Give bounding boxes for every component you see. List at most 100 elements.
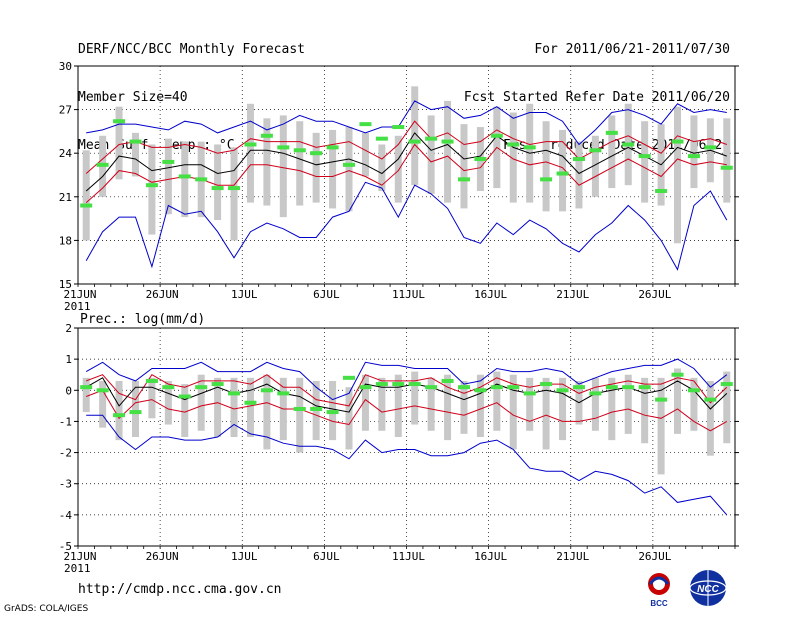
panel2-observed-mark xyxy=(228,391,241,396)
panel1-observed-mark xyxy=(96,162,109,167)
panel2-ensemble-box xyxy=(674,368,682,434)
panel1-observed-mark xyxy=(195,177,208,182)
panel2-ytick-label: -2 xyxy=(59,447,72,460)
panel2-ensemble-box xyxy=(82,377,90,413)
panel1-ensemble-box xyxy=(509,112,517,203)
panel2-ensemble-box xyxy=(296,377,304,453)
panel1-median-line xyxy=(85,132,727,192)
panel1-ensemble-box xyxy=(542,121,550,212)
panel1-ensemble-box xyxy=(164,138,172,215)
panel2-ensemble-box xyxy=(427,377,435,431)
panel2-ensemble-box xyxy=(230,377,238,437)
panel1-observed-mark xyxy=(441,139,454,144)
panel1-observed-mark xyxy=(178,174,191,179)
panel1-ensemble-box xyxy=(148,144,156,235)
panel2-observed-mark xyxy=(441,378,454,383)
panel2-observed-mark xyxy=(507,385,520,390)
forecast-title: DERF/NCC/BCC Monthly Forecast xyxy=(78,42,305,57)
panel2-xtick-label: 21JUN xyxy=(63,550,96,563)
panel2-ytick-label: -5 xyxy=(59,540,72,553)
panel2-observed-mark xyxy=(425,385,438,390)
panel1-observed-mark xyxy=(572,157,585,162)
panel1-observed-mark xyxy=(474,157,487,162)
ncc-logo-text: NCC xyxy=(697,584,719,595)
panel2-ensemble-box xyxy=(197,374,205,431)
panel2-ensemble-box xyxy=(542,377,550,450)
panel1-observed-mark xyxy=(523,145,536,150)
panel1-xtick-label: 26JUN xyxy=(146,288,179,301)
panel1-ensemble-box xyxy=(411,86,419,186)
panel2-observed-mark xyxy=(589,391,602,396)
panel1-ensemble-box xyxy=(394,135,402,203)
panel1-q3-line xyxy=(85,120,727,174)
panel2-ensemble-box xyxy=(411,371,419,425)
panel1-observed-mark xyxy=(457,177,470,182)
panel1-observed-mark xyxy=(687,154,700,159)
panel2-observed-mark xyxy=(474,388,487,393)
panel2-title: Prec.: log(mm/d) xyxy=(80,312,205,327)
panel1-ensemble-box xyxy=(378,144,386,191)
bcc-logo: BCC xyxy=(648,573,670,608)
panel1-observed-mark xyxy=(556,171,569,176)
panel2-ensemble-box xyxy=(214,377,222,437)
panel2-year-label: 2011 xyxy=(64,562,91,575)
panel1-ensemble-box xyxy=(230,147,238,241)
panel1-ytick-label: 21 xyxy=(59,191,72,204)
panel1-observed-mark xyxy=(228,186,241,191)
panel2-observed-mark xyxy=(145,378,158,383)
panel2-xtick-label: 1JUL xyxy=(231,550,258,563)
panel2-observed-mark xyxy=(605,385,618,390)
panel1-ytick-label: 15 xyxy=(59,278,72,291)
panel1-observed-mark xyxy=(244,142,257,147)
panel1-ensemble-box xyxy=(608,115,616,189)
panel1-observed-mark xyxy=(211,186,224,191)
bcc-logo-text: BCC xyxy=(650,599,668,608)
panel1-xtick-label: 11JUL xyxy=(392,288,425,301)
panel1-observed-mark xyxy=(80,203,93,208)
panel2-observed-mark xyxy=(704,397,717,402)
panel2-observed-mark xyxy=(113,413,126,418)
panel2-ensemble-box xyxy=(706,380,714,456)
panel1-ensemble-box xyxy=(296,121,304,206)
panel2-observed-mark xyxy=(260,388,273,393)
panel2-ensemble-box xyxy=(509,374,517,450)
panel2-ensemble-box xyxy=(559,377,567,441)
panel1-ensemble-box xyxy=(723,118,731,203)
panel2-ytick-label: 0 xyxy=(65,384,72,397)
panel1-observed-mark xyxy=(425,136,438,141)
panel1-xtick-label: 26JUL xyxy=(638,288,671,301)
panel2-observed-mark xyxy=(408,382,421,387)
panel2-ensemble-box xyxy=(246,377,254,437)
panel1-observed-mark xyxy=(540,177,553,182)
panel1-observed-mark xyxy=(671,139,684,144)
panel1-xtick-label: 21JUN xyxy=(63,288,96,301)
panel2-observed-mark xyxy=(162,385,175,390)
panel2-observed-mark xyxy=(293,406,306,411)
forecast-period: For 2011/06/21-2011/07/30 xyxy=(534,42,730,57)
panel1-observed-mark xyxy=(113,119,126,124)
panel1-ensemble-box xyxy=(214,144,222,221)
panel1-observed-mark xyxy=(638,154,651,159)
panel2-observed-mark xyxy=(178,394,191,399)
source-url[interactable]: http://cmdp.ncc.cma.gov.cn xyxy=(78,582,282,597)
panel2-q3-line xyxy=(86,374,728,407)
panel2-ensemble-box xyxy=(263,374,271,450)
panel2-ensemble-box xyxy=(608,377,616,441)
panel1-year-label: 2011 xyxy=(64,300,91,313)
panel2-ensemble-box xyxy=(164,380,172,425)
panel1-ensemble-box xyxy=(115,106,123,180)
panel2-observed-mark xyxy=(720,382,733,387)
panel1-observed-mark xyxy=(375,136,388,141)
panel2-ytick-label: 2 xyxy=(65,322,72,335)
panel2-ensemble-box xyxy=(378,377,386,431)
panel2-observed-mark xyxy=(129,410,142,415)
panel1-observed-mark xyxy=(589,148,602,153)
panel2-observed-mark xyxy=(556,388,569,393)
panel1-observed-mark xyxy=(490,133,503,138)
panel2-observed-mark xyxy=(195,385,208,390)
panel2-observed-mark xyxy=(572,385,585,390)
panel1-xtick-label: 1JUL xyxy=(231,288,258,301)
panel1-ensemble-box xyxy=(246,103,254,203)
panel2-ytick-label: 1 xyxy=(65,353,72,366)
panel1-observed-mark xyxy=(720,165,733,170)
